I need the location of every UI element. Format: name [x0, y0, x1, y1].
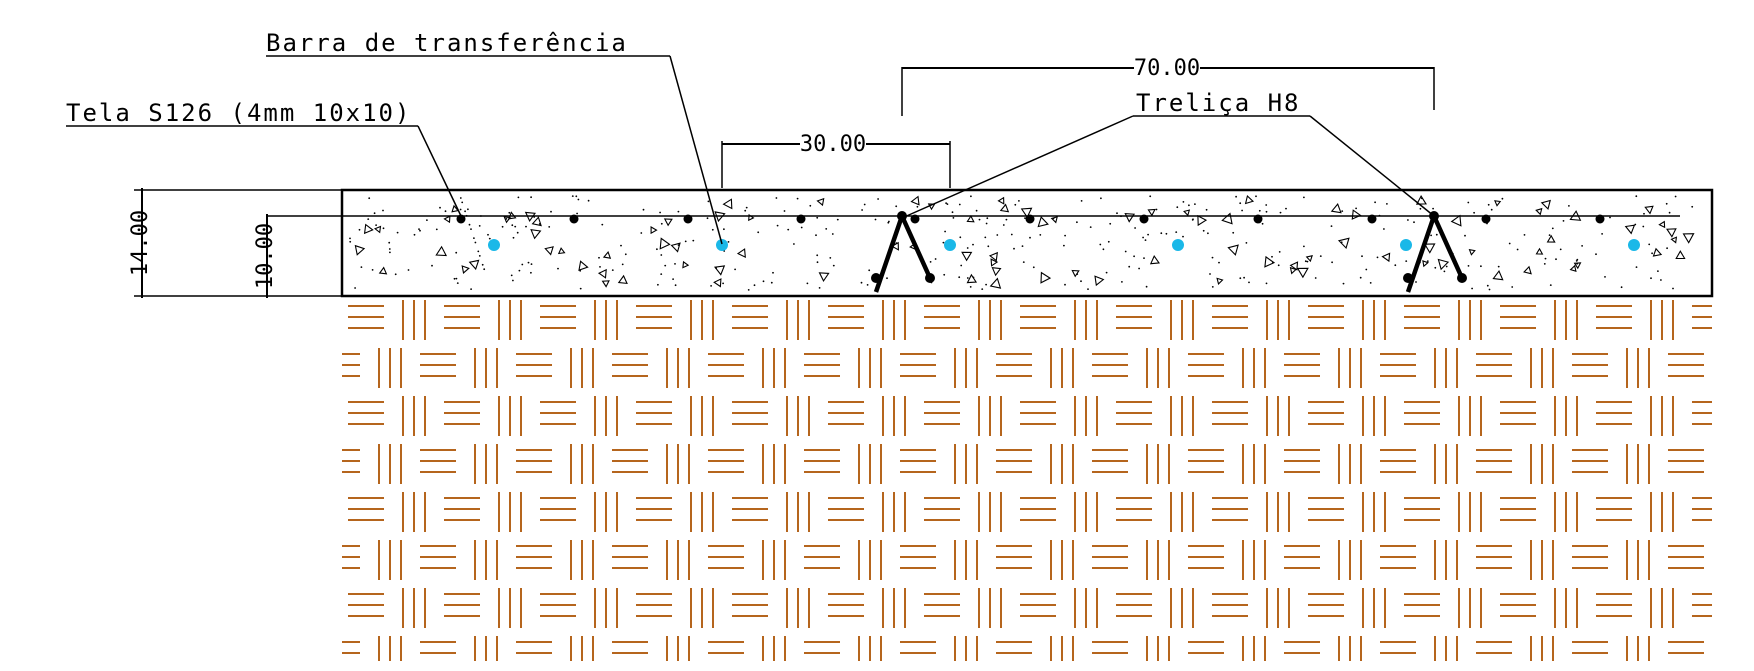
- mesh-depth-label: 10.00: [253, 223, 278, 289]
- dimension-bar-spacing: 30.00: [721, 132, 951, 188]
- dimension-truss-spacing: 70.00: [901, 56, 1435, 116]
- slab-thickness-label: 14.00: [128, 210, 153, 276]
- leader-trelica: Treliça H8: [901, 89, 1435, 219]
- dimension-mesh-depth: 10.00: [253, 214, 278, 298]
- barra-label: Barra de transferência: [266, 29, 628, 57]
- tela-label: Tela S126 (4mm 10x10): [66, 99, 411, 127]
- truss-spacing-label: 70.00: [1134, 56, 1200, 81]
- trelica-label: Treliça H8: [1136, 89, 1301, 117]
- dimension-slab-thickness: 14.00: [128, 188, 342, 298]
- leader-barra: Barra de transferência: [266, 29, 723, 245]
- base-layer-hatch: [342, 300, 1712, 661]
- concrete-slab: [340, 188, 1714, 298]
- truss-left: [871, 211, 935, 293]
- dowel-bars: [488, 239, 1640, 251]
- leader-tela: Tela S126 (4mm 10x10): [66, 99, 462, 217]
- bar-spacing-label: 30.00: [800, 132, 866, 157]
- mesh-bars: [456, 214, 1605, 224]
